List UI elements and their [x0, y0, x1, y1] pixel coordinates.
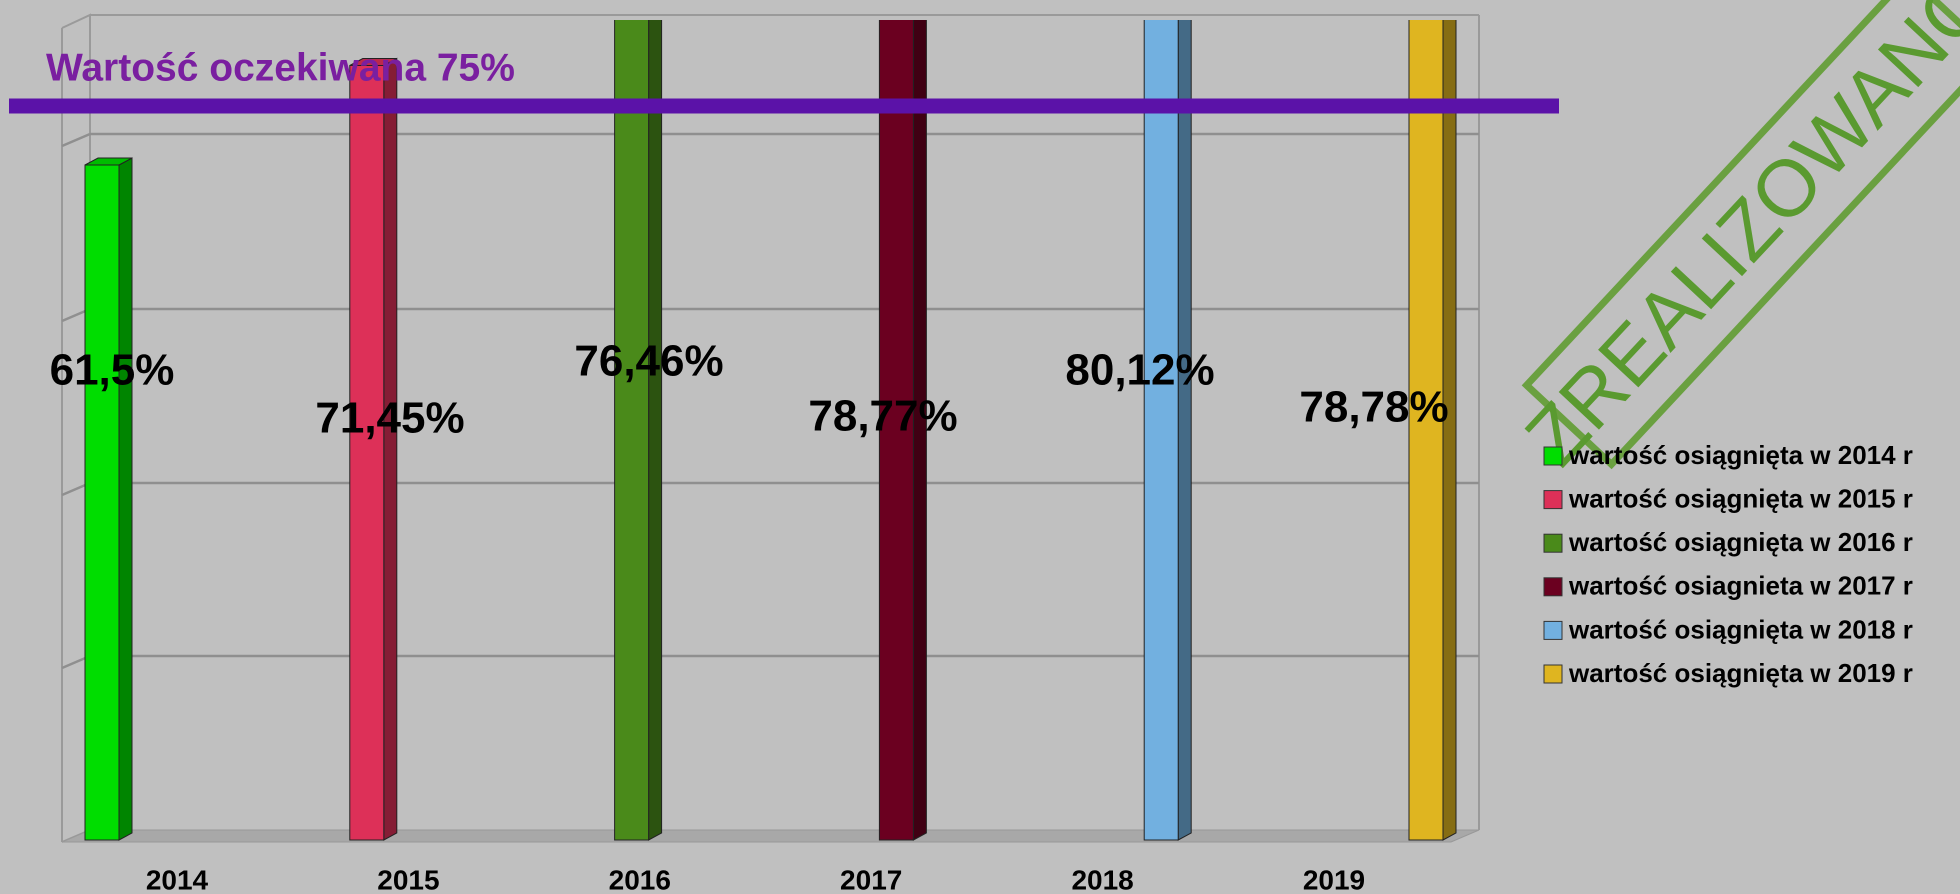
bar-side — [118, 157, 133, 841]
stamp-text: ZREALIZOWANO — [1508, 0, 1960, 482]
bar — [878, 20, 914, 841]
bar — [84, 164, 120, 841]
value-label: 61,5% — [50, 346, 175, 395]
legend-swatch — [1543, 446, 1563, 466]
x-tick-label: 2017 — [840, 864, 902, 894]
legend-swatch — [1543, 620, 1563, 640]
bar-side — [1177, 20, 1192, 841]
value-label: 76,46% — [574, 337, 723, 386]
legend-swatch — [1543, 577, 1563, 597]
bar — [349, 65, 385, 841]
x-tick-label: 2019 — [1303, 864, 1365, 894]
legend-swatch — [1543, 664, 1563, 684]
x-tick-label: 2015 — [377, 864, 439, 894]
bar — [614, 20, 650, 841]
legend-swatch — [1543, 533, 1563, 553]
stamp-frame — [1521, 0, 1960, 470]
bar-side — [648, 20, 663, 841]
value-label: 80,12% — [1065, 346, 1214, 395]
bars — [84, 20, 1457, 841]
value-label: 71,45% — [315, 394, 464, 443]
x-tick-label: 2016 — [609, 864, 671, 894]
legend-label: wartość osiągnięta w 2015 r — [1568, 483, 1913, 513]
chart-floor — [61, 829, 1480, 843]
legend: wartość osiągnięta w 2014 r wartość osiąg… — [1543, 440, 1913, 688]
chart-frame — [61, 13, 1480, 843]
bar — [1408, 20, 1444, 841]
stamp: ZREALIZOWANO — [1508, 0, 1960, 482]
legend-label: wartość osiągnięta w 2014 r — [1568, 440, 1913, 470]
legend-swatch — [1543, 490, 1563, 510]
legend-label: wartość osiągnięta w 2016 r — [1568, 527, 1913, 557]
annotation: Wartość oczekiwana 75% — [46, 46, 515, 89]
value-label: 78,78% — [1299, 383, 1448, 432]
bar-side — [383, 57, 398, 841]
legend-label: wartość osiągnięta w 2018 r — [1568, 614, 1913, 644]
value-label: 78,77% — [808, 392, 957, 441]
x-tick-label: 2014 — [146, 864, 209, 894]
legend-label: wartość osiagnieta w 2017 r — [1568, 571, 1913, 601]
legend-label: wartość osiągnięta w 2019 r — [1568, 658, 1913, 688]
labels: 61,5% 2014 71,45% 2015 76,46% 2016 78,77% 2017 8… — [50, 337, 1449, 894]
x-tick-label: 2018 — [1071, 864, 1133, 894]
bar — [1143, 20, 1179, 841]
